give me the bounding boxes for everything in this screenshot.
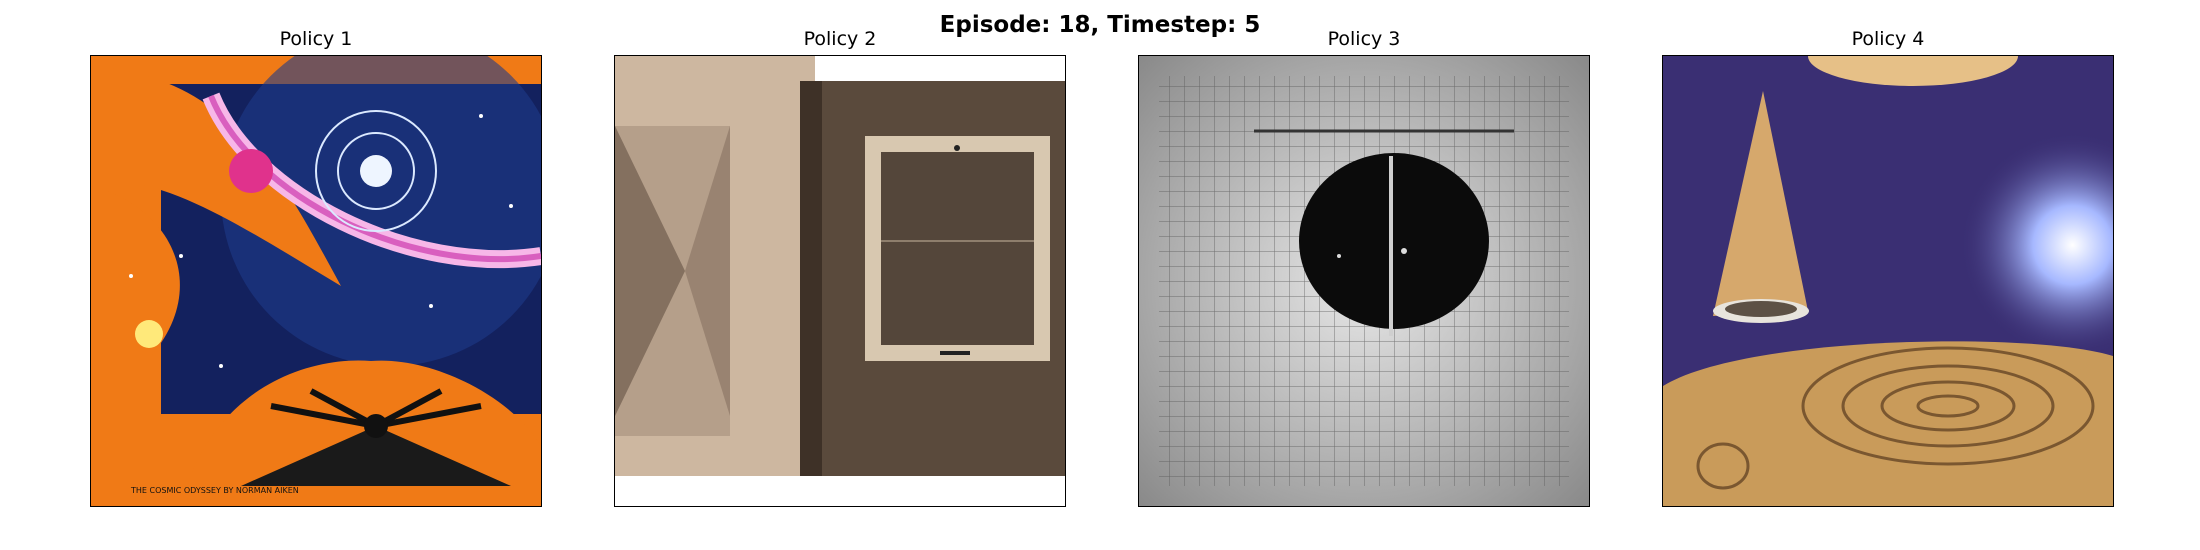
- figure-suptitle: Episode: 18, Timestep: 5: [939, 12, 1261, 38]
- poster-caption: THE COSMIC ODYSSEY BY NORMAN AIKEN: [130, 486, 299, 495]
- policy-2-image: [614, 55, 1066, 507]
- policy-3-image: [1138, 55, 1590, 507]
- policy-2-artwork: [615, 56, 1065, 506]
- policy-4-image: [1662, 55, 2114, 507]
- policy-3-artwork: [1139, 56, 1589, 506]
- panel-title-1: Policy 1: [279, 28, 353, 50]
- policy-4-artwork: [1663, 56, 2113, 506]
- policy-1-artwork: THE COSMIC ODYSSEY BY NORMAN AIKEN: [91, 56, 541, 506]
- panel-title-2: Policy 2: [803, 28, 877, 50]
- panel-title-4: Policy 4: [1851, 28, 1925, 50]
- panel-title-3: Policy 3: [1327, 28, 1401, 50]
- policy-1-image: THE COSMIC ODYSSEY BY NORMAN AIKEN: [90, 55, 542, 507]
